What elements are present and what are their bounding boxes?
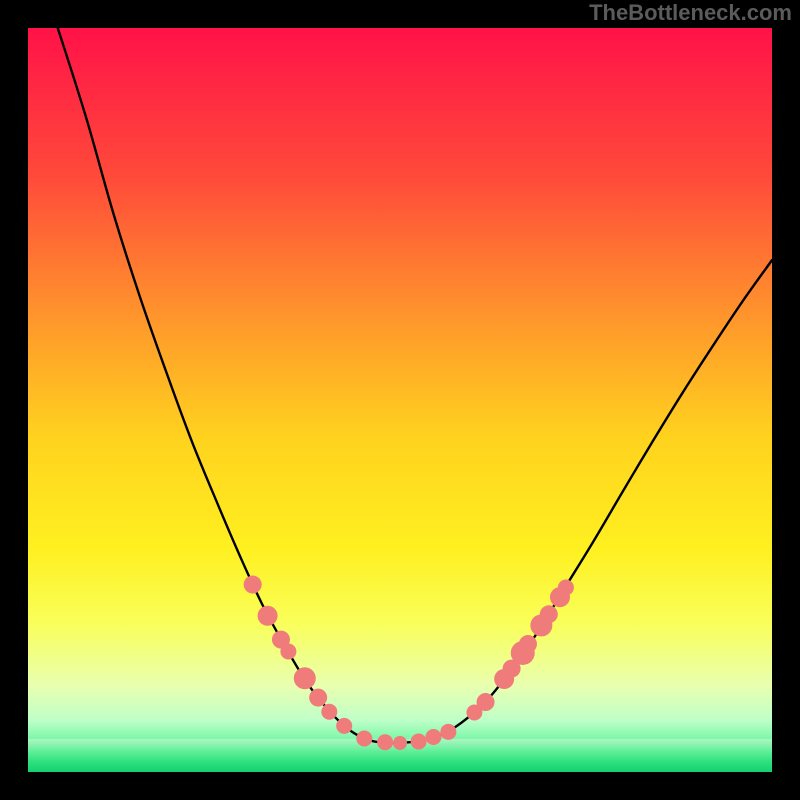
data-marker <box>558 579 574 595</box>
watermark-text: TheBottleneck.com <box>589 0 792 26</box>
data-marker <box>477 693 495 711</box>
data-marker <box>294 667 316 689</box>
data-marker <box>336 718 352 734</box>
data-marker <box>540 605 558 623</box>
chart-svg <box>28 28 772 772</box>
data-marker <box>321 704 337 720</box>
chart-stage: TheBottleneck.com <box>0 0 800 800</box>
data-marker <box>411 734 427 750</box>
data-markers <box>244 576 574 751</box>
left-curve <box>58 28 397 743</box>
right-curve <box>396 260 772 743</box>
data-marker <box>244 576 262 594</box>
data-marker <box>309 689 327 707</box>
data-marker <box>425 729 441 745</box>
data-marker <box>377 734 393 750</box>
data-marker <box>258 606 278 626</box>
data-marker <box>393 736 407 750</box>
data-marker <box>280 643 296 659</box>
data-marker <box>440 724 456 740</box>
data-marker <box>519 635 537 653</box>
plot-area <box>28 28 772 772</box>
data-marker <box>356 731 372 747</box>
